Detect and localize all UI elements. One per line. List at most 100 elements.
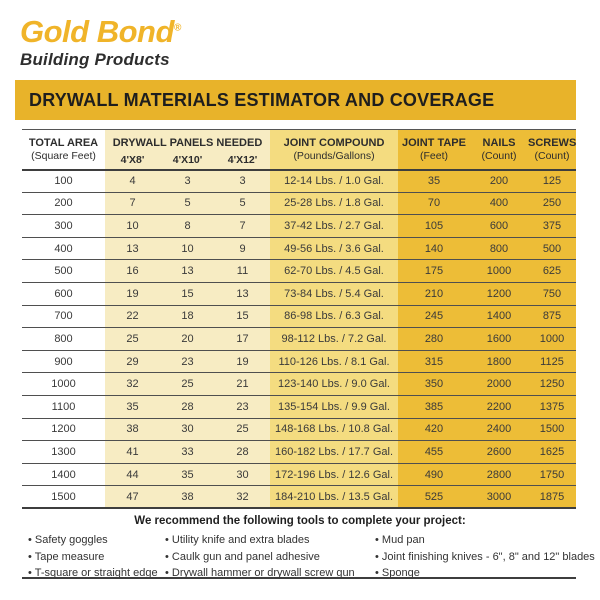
table-cell: 35 [398,169,470,193]
table-cell: 420 [398,418,470,441]
header-screws-unit: (Count) [534,149,570,162]
table-cell: 5 [160,192,215,215]
table-cell: 47 [105,485,160,509]
table-cell: 44 [105,463,160,486]
table-cell: 73-84 Lbs. / 5.4 Gal. [270,282,398,306]
table-cell: 33 [160,440,215,464]
table-cell: 1250 [528,372,576,396]
table-cell: 455 [398,440,470,464]
table-cell: 30 [215,463,270,486]
tools-heading: We recommend the following tools to comp… [134,515,466,527]
table-cell: 1500 [528,418,576,441]
table-cell: 280 [398,327,470,351]
table-cell: 1400 [470,305,528,328]
table-cell: 18 [160,305,215,328]
table-cell: 525 [398,485,470,509]
table-cell: 172-196 Lbs. / 12.6 Gal. [270,463,398,486]
table-cell: 11 [215,259,270,283]
table-cell: 9 [215,237,270,260]
table-cell: 19 [105,282,160,306]
table-cell: 100 [22,169,105,193]
table-cell: 13 [105,237,160,260]
brand-name-text: Gold Bond [20,14,174,49]
header-joint-tape-unit: (Feet) [419,149,448,162]
table-cell: 25 [105,327,160,351]
table-cell: 2600 [470,440,528,464]
table-row: 500 16 13 11 62-70 Lbs. / 4.5 Gal. 175 1000 625 [22,259,576,283]
brand-tagline: Building Products [20,49,170,69]
table-cell: 29 [105,350,160,373]
table-cell: 49-56 Lbs. / 3.6 Gal. [270,237,398,260]
table-cell: 12-14 Lbs. / 1.0 Gal. [270,169,398,193]
table-cell: 385 [398,395,470,419]
table-row: 800 25 20 17 98-112 Lbs. / 7.2 Gal. 280 1600 10… [22,327,576,351]
header-panel-4x8: 4'X8' [105,150,160,170]
tool-item: • Sponge [375,567,420,579]
header-nails: NAILS (Count) [470,129,528,170]
table-row: 1000 32 25 21 123-140 Lbs. / 9.0 Gal. 350 2000… [22,372,576,396]
table-row: 100 4 3 3 12-14 Lbs. / 1.0 Gal. 35 200 125 [22,169,576,193]
title-banner: DRYWALL MATERIALS ESTIMATOR AND COVERAGE [15,80,576,120]
table-cell: 1000 [22,372,105,396]
table-cell: 140 [398,237,470,260]
table-cell: 400 [470,192,528,215]
tools-list: • Safety goggles • Tape measure • T-square… [28,532,595,582]
table-cell: 15 [215,305,270,328]
table-row: 1500 47 38 32 184-210 Lbs. / 13.5 Gal. 525 300… [22,485,576,509]
table-cell: 3 [215,169,270,193]
table-header: TOTAL AREA (Square Feet) DRYWALL PANELS … [22,129,576,170]
table-row: 400 13 10 9 49-56 Lbs. / 3.6 Gal. 140 800 500 [22,237,576,260]
table-cell: 490 [398,463,470,486]
tool-item: • Mud pan [375,534,425,546]
table-row: 1300 41 33 28 160-182 Lbs. / 17.7 Gal. 455 260… [22,440,576,464]
table-cell: 1100 [22,395,105,419]
brand-logo: Gold Bond® Building Products [20,14,181,70]
table-cell: 110-126 Lbs. / 8.1 Gal. [270,350,398,373]
tool-item: • T-square or straight edge [28,567,158,579]
table-cell: 700 [22,305,105,328]
header-total-area-unit: (Square Feet) [31,149,96,162]
table-cell: 15 [160,282,215,306]
table-cell: 38 [105,418,160,441]
table-cell: 25-28 Lbs. / 1.8 Gal. [270,192,398,215]
header-total-area-label: TOTAL AREA [28,136,99,149]
table-cell: 1200 [470,282,528,306]
table-cell: 175 [398,259,470,283]
table-cell: 1750 [528,463,576,486]
table-cell: 28 [215,440,270,464]
header-row-1: TOTAL AREA (Square Feet) DRYWALL PANELS … [22,129,576,170]
table-cell: 500 [22,259,105,283]
table-cell: 300 [22,214,105,238]
table-cell: 21 [215,372,270,396]
table-cell: 23 [215,395,270,419]
table-cell: 375 [528,214,576,238]
table-cell: 350 [398,372,470,396]
tool-item: • Tape measure [28,550,105,563]
table-cell: 35 [105,395,160,419]
brand-name: Gold Bond® [20,14,181,49]
table-cell: 1375 [528,395,576,419]
table-cell: 10 [105,214,160,238]
table-cell: 750 [528,282,576,306]
table-cell: 23 [160,350,215,373]
table-cell: 1500 [22,485,105,509]
table-row: 700 22 18 15 86-98 Lbs. / 6.3 Gal. 245 1400 875 [22,305,576,328]
header-panel-4x12: 4'X12' [215,150,270,170]
table-cell: 250 [528,192,576,215]
table-cell: 37-42 Lbs. / 2.7 Gal. [270,214,398,238]
table-cell: 1000 [470,259,528,283]
table-body: 100 4 3 3 12-14 Lbs. / 1.0 Gal. 35 200 125 200 7 5… [22,169,576,509]
table-cell: 1875 [528,485,576,509]
table-cell: 1300 [22,440,105,464]
tool-item: • Drywall hammer or drywall screw gun [165,567,355,579]
table-cell: 125 [528,169,576,193]
table-cell: 25 [160,372,215,396]
table-cell: 38 [160,485,215,509]
table-cell: 200 [470,169,528,193]
page-title: DRYWALL MATERIALS ESTIMATOR AND COVERAGE [29,89,495,110]
table-row: 900 29 23 19 110-126 Lbs. / 8.1 Gal. 315 1800 1… [22,350,576,373]
table-cell: 3 [160,169,215,193]
table-cell: 8 [160,214,215,238]
table-cell: 2000 [470,372,528,396]
